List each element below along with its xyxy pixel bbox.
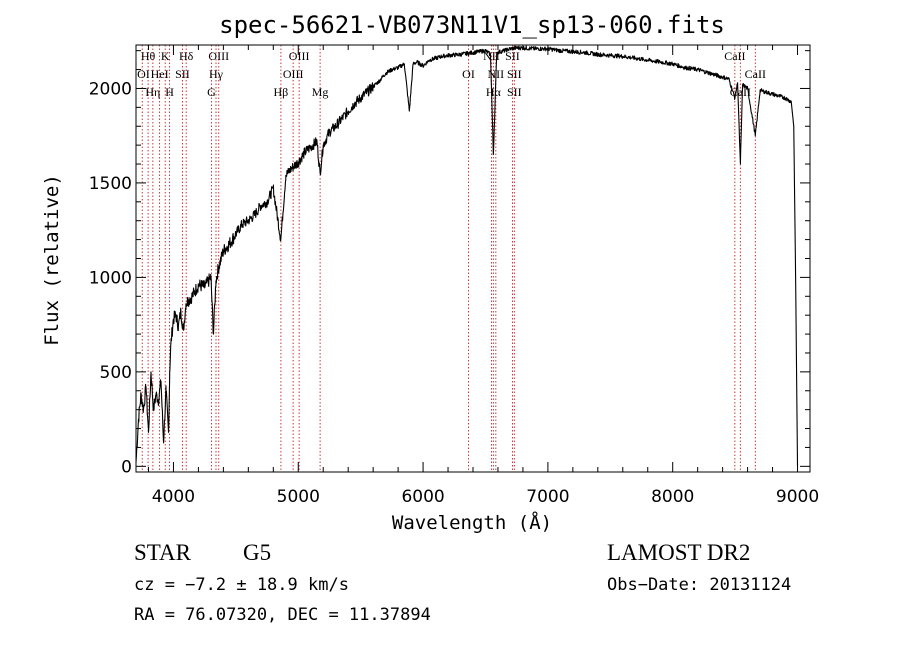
spectral-line-label: OI <box>462 67 475 81</box>
chart-title: spec-56621-VB073N11V1_sp13-060.fits <box>219 11 725 39</box>
spectral-line-label: G <box>207 85 216 99</box>
spectral-line-label: SII <box>507 67 522 81</box>
spectral-line-label: Hη <box>145 85 160 99</box>
spectral-line-label: Hβ <box>274 85 289 99</box>
x-tick-label: 5000 <box>277 487 320 507</box>
redshift-velocity: cz = −7.2 ± 18.9 km/s <box>134 575 349 595</box>
spectral-line-label: SII <box>175 67 190 81</box>
spectral-line-label: Hδ <box>179 49 194 63</box>
observation-date: Obs−Date: 20131124 <box>607 575 791 595</box>
spectral-line-label: HeI <box>151 67 169 81</box>
plot-frame <box>135 44 811 473</box>
x-tick-label: 7000 <box>526 487 569 507</box>
spectral-line-label: K <box>161 49 170 63</box>
y-tick-label: 1500 <box>89 174 132 194</box>
spectral-line-label: Mg <box>312 85 329 99</box>
y-tick-label: 2000 <box>89 79 132 99</box>
object-subclass: G5 <box>243 540 271 565</box>
spectral-line-label: OI <box>137 67 150 81</box>
spectral-line-label: OIII <box>208 49 229 63</box>
spectral-line-label: Hα <box>486 85 502 99</box>
x-axis-ticks: 4000 5000 6000 7000 8000 9000 <box>147 45 819 507</box>
x-axis-label: Wavelength (Å) <box>392 511 552 534</box>
spectral-line-label: OIII <box>283 67 304 81</box>
spectral-line-label: H <box>165 85 174 99</box>
spectral-line-label: OIII <box>289 49 310 63</box>
coordinates: RA = 76.07320, DEC = 11.37894 <box>134 605 431 625</box>
y-tick-label: 0 <box>121 457 132 477</box>
spectral-line-label: CaII <box>745 67 766 81</box>
spectral-line-label: Hθ <box>141 49 156 63</box>
y-tick-label: 1000 <box>89 268 132 288</box>
object-class: STAR <box>134 540 192 565</box>
x-tick-label: 6000 <box>401 487 444 507</box>
spectral-line-markers <box>141 45 756 472</box>
spectral-line-label: SII <box>505 49 520 63</box>
y-axis-ticks: 0 500 1000 1500 2000 <box>89 50 810 477</box>
y-axis-label: Flux (relative) <box>41 174 63 346</box>
x-tick-label: 8000 <box>651 487 694 507</box>
y-tick-label: 500 <box>100 363 132 383</box>
survey-name: LAMOST DR2 <box>607 540 750 565</box>
spectral-line-label: CaII <box>724 49 745 63</box>
spectral-line-label: Hγ <box>209 67 224 81</box>
spectrum-line <box>135 45 799 467</box>
x-tick-label: 9000 <box>776 487 819 507</box>
spectral-line-label: SII <box>507 85 522 99</box>
x-tick-label: 4000 <box>152 487 195 507</box>
